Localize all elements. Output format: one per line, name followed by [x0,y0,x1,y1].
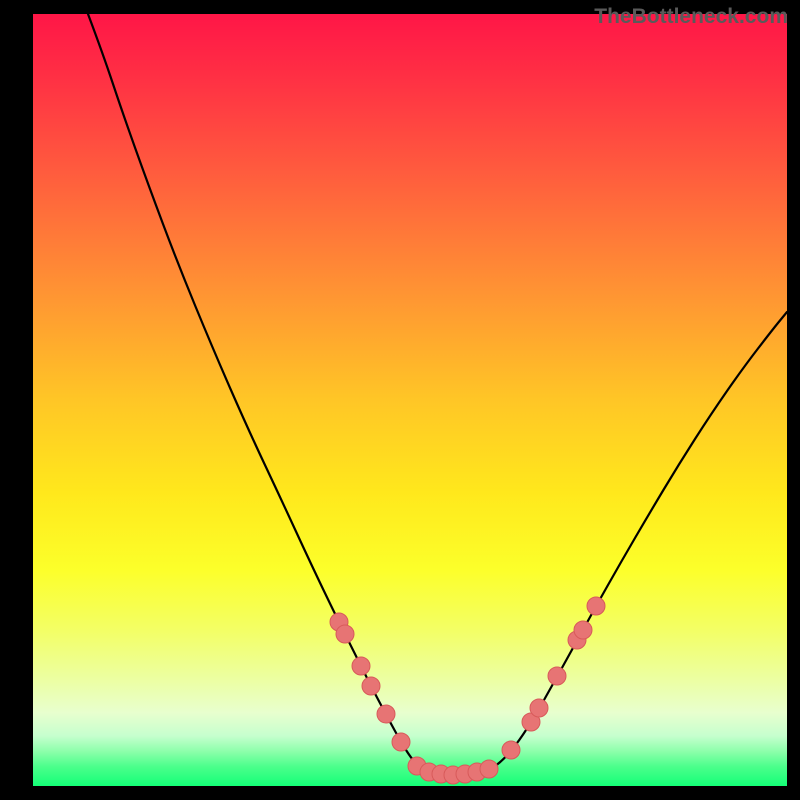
chart-svg [33,14,787,786]
data-marker [530,699,548,717]
data-marker [587,597,605,615]
plot-area [33,14,787,786]
data-marker [480,760,498,778]
data-marker [502,741,520,759]
data-marker [377,705,395,723]
data-marker [548,667,566,685]
watermark-text: TheBottleneck.com [594,5,788,29]
data-marker [392,733,410,751]
data-marker [574,621,592,639]
data-marker [362,677,380,695]
chart-container: TheBottleneck.com [0,0,800,800]
gradient-background [33,14,787,786]
data-marker [336,625,354,643]
data-marker [352,657,370,675]
